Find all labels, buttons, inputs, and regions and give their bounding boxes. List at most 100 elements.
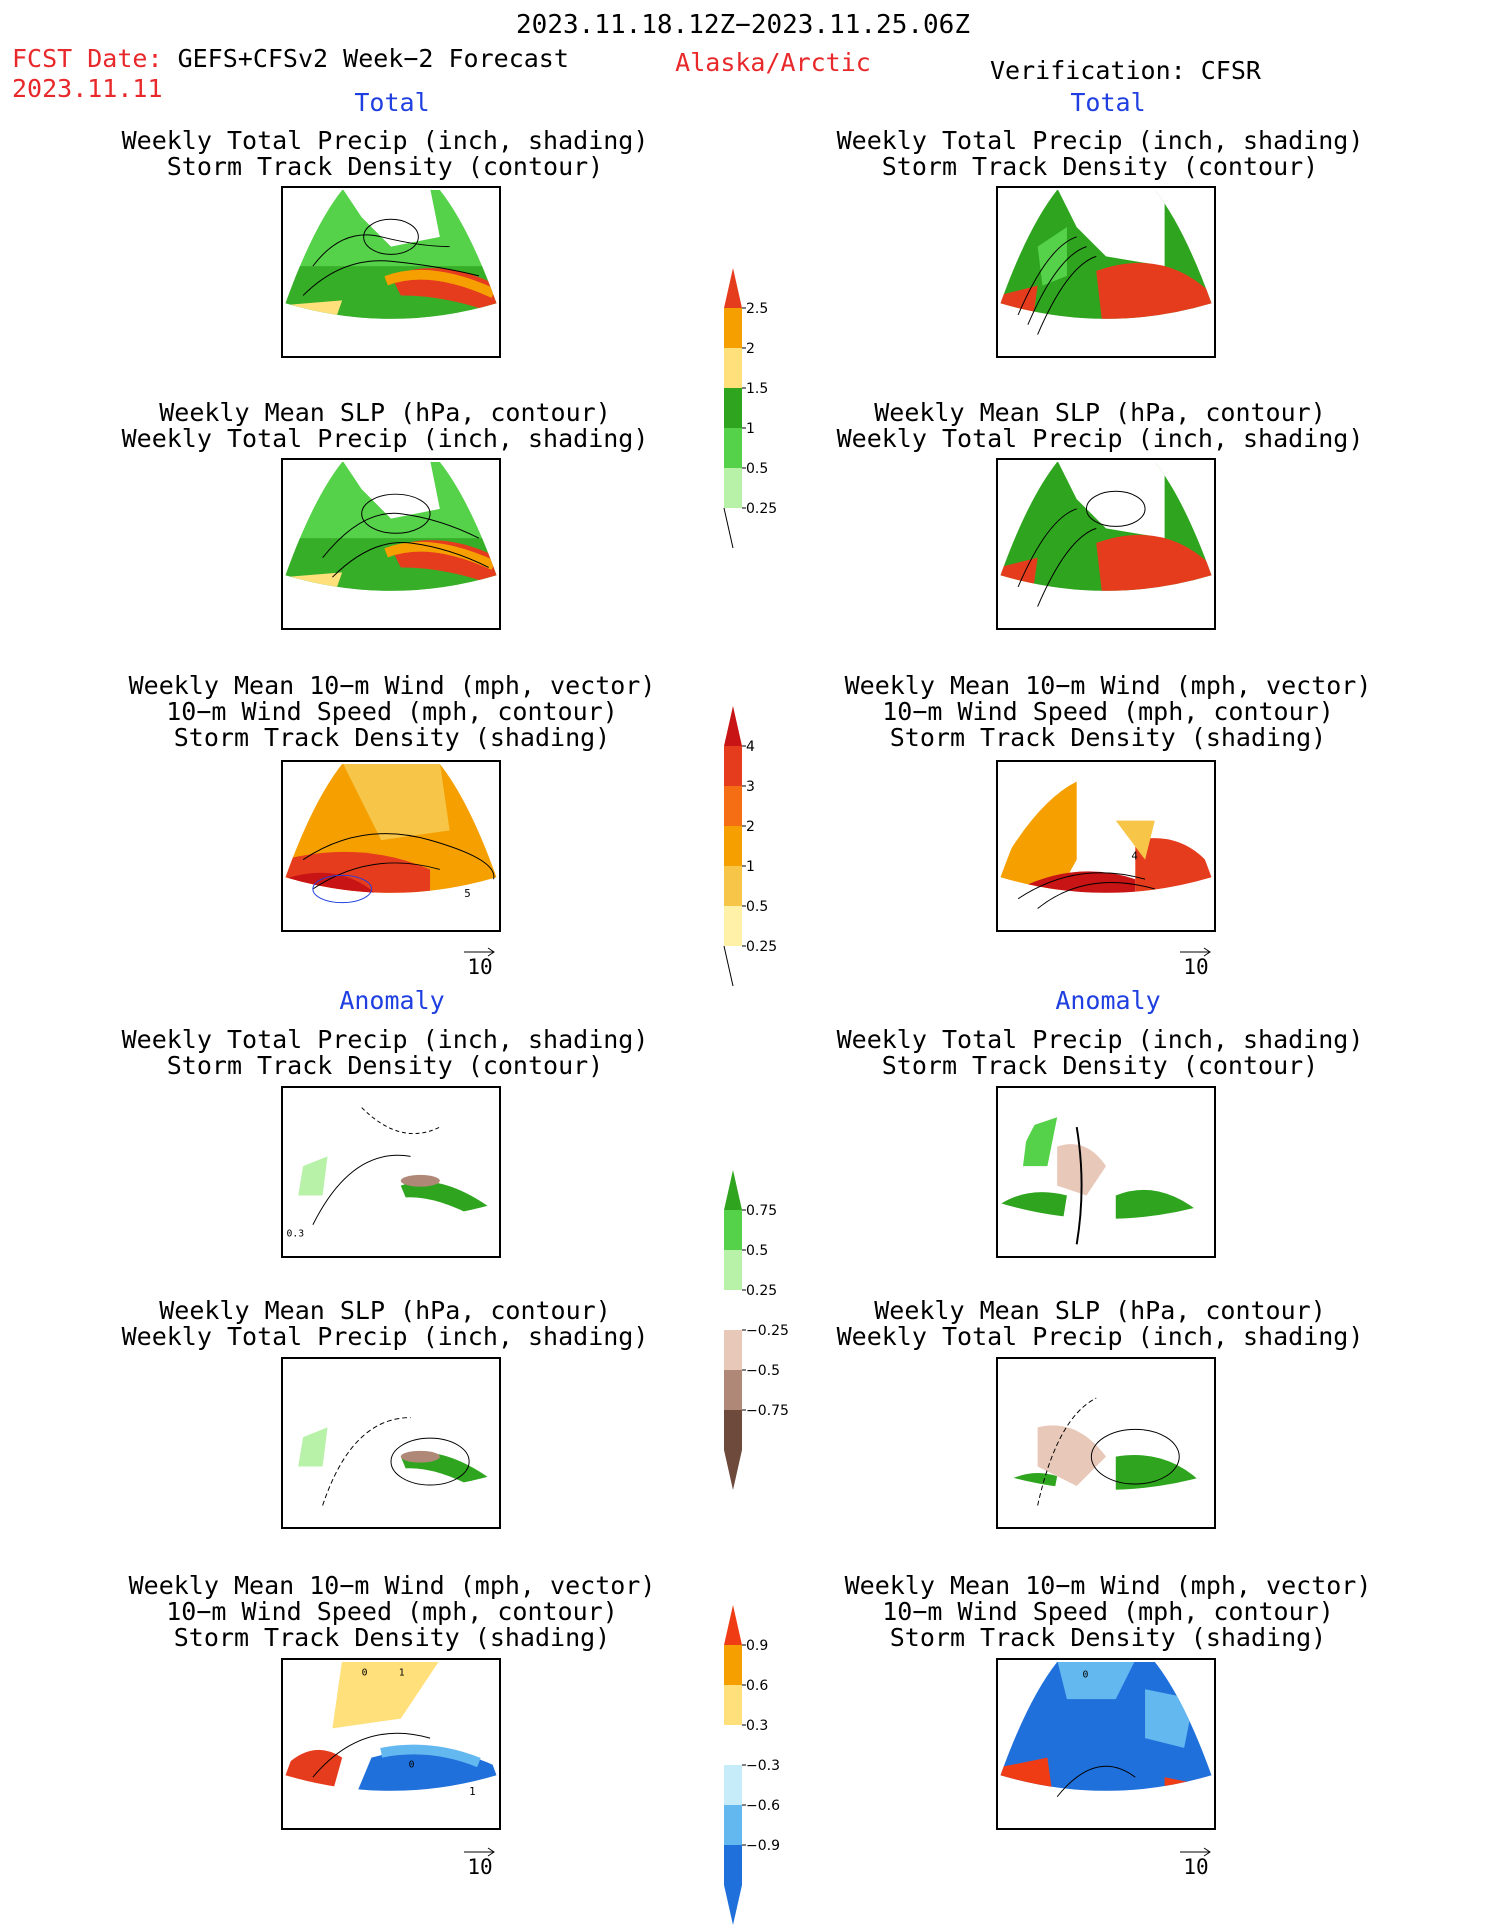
title-anom-wind-right: Weekly Mean 10−m Wind (mph, vector) 10−m…	[844, 1571, 1372, 1652]
colorbar-label: 4	[746, 739, 755, 755]
colorbar-segment	[724, 1845, 742, 1885]
fcst-date-label: FCST Date:	[12, 44, 163, 73]
vector-ref-anom-left: 10	[460, 1843, 500, 1879]
colorbar-segment	[724, 1210, 742, 1250]
colorbar-segment	[724, 1805, 742, 1845]
colorbar-precip-total: 2.5 2 1.5 1 0.5 0.25	[722, 268, 792, 558]
title-total-precip-right: Weekly Total Precip (inch, shading) Stor…	[836, 126, 1364, 181]
map-total-wind-right: 4	[996, 760, 1216, 932]
map-anom-slp-left	[281, 1357, 501, 1529]
colorbar-label: 0.6	[746, 1678, 768, 1694]
colorbar-label: 1.5	[746, 381, 768, 397]
right-total-label: Total	[1070, 88, 1146, 117]
colorbar-segment	[724, 1685, 742, 1725]
colorbar-segment	[724, 786, 742, 826]
title-total-slp-right: Weekly Mean SLP (hPa, contour) Weekly To…	[836, 398, 1364, 453]
colorbar-segment	[724, 1370, 742, 1410]
map-anom-precip-left: 0.3	[281, 1086, 501, 1258]
colorbar-segment	[724, 1330, 742, 1370]
map-anom-wind-left: 0 1 0 1	[281, 1658, 501, 1830]
colorbar-label: 0.5	[746, 1243, 768, 1259]
svg-text:0: 0	[409, 1759, 415, 1770]
colorbar-segment	[724, 1645, 742, 1685]
colorbar-storm-anom: 0.9 0.6 0.3 −0.3 −0.6 −0.9	[722, 1605, 792, 1925]
map-anom-precip-right	[996, 1086, 1216, 1258]
colorbar-label: 0.3	[746, 1718, 768, 1734]
colorbar-bottom-arrow	[723, 945, 734, 987]
colorbar-segment	[724, 826, 742, 866]
left-anomaly-label: Anomaly	[339, 986, 445, 1015]
colorbar-segment	[724, 348, 742, 388]
svg-text:4: 4	[1131, 850, 1137, 863]
colorbar-label: 2	[746, 819, 755, 835]
colorbar-top-arrow	[724, 1605, 742, 1645]
colorbar-bottom-arrow	[724, 1450, 742, 1490]
colorbar-label: −0.75	[746, 1403, 789, 1419]
colorbar-segment	[724, 1765, 742, 1805]
colorbar-label: 2.5	[746, 301, 768, 317]
colorbar-label: 0.25	[746, 1283, 777, 1299]
colorbar-label: −0.3	[746, 1758, 780, 1774]
svg-text:0.3: 0.3	[286, 1228, 304, 1239]
colorbar-label: −0.25	[746, 1323, 789, 1339]
colorbar-top-arrow	[724, 706, 742, 746]
colorbar-label: 1	[746, 859, 755, 875]
fcst-date: 2023.11.11	[12, 74, 163, 103]
colorbar-segment	[724, 1250, 742, 1290]
colorbar-segment	[724, 1410, 742, 1450]
map-total-slp-left	[281, 458, 501, 630]
colorbar-segment	[724, 308, 742, 348]
title-anom-slp-right: Weekly Mean SLP (hPa, contour) Weekly To…	[836, 1296, 1364, 1351]
colorbar-label: −0.5	[746, 1363, 780, 1379]
colorbar-label: 0.5	[746, 899, 768, 915]
colorbar-segment	[724, 1290, 742, 1330]
colorbar-label: 0.5	[746, 461, 768, 477]
svg-text:5: 5	[464, 887, 470, 900]
colorbar-label: 0.75	[746, 1203, 777, 1219]
region-label: Alaska/Arctic	[675, 48, 871, 77]
right-anomaly-label: Anomaly	[1055, 986, 1161, 1015]
title-total-precip-left: Weekly Total Precip (inch, shading) Stor…	[121, 126, 649, 181]
svg-text:0: 0	[362, 1668, 368, 1679]
colorbar-segment	[724, 1725, 742, 1765]
map-total-precip-right	[996, 186, 1216, 358]
map-anom-wind-right: 0	[996, 1658, 1216, 1830]
colorbar-label: 1	[746, 421, 755, 437]
colorbar-segment	[724, 906, 742, 946]
colorbar-top-arrow	[724, 268, 742, 308]
vector-ref-total-right: 10	[1176, 943, 1216, 979]
colorbar-label: 0.25	[746, 501, 777, 517]
colorbar-label: −0.6	[746, 1798, 780, 1814]
title-total-wind-right: Weekly Mean 10−m Wind (mph, vector) 10−m…	[844, 671, 1372, 752]
colorbar-storm-total: 4 3 2 1 0.5 0.25	[722, 706, 792, 996]
colorbar-segment	[724, 388, 742, 428]
colorbar-segment	[724, 468, 742, 508]
colorbar-label: 0.25	[746, 939, 777, 955]
colorbar-top-arrow	[724, 1170, 742, 1210]
svg-text:1: 1	[469, 1785, 475, 1798]
colorbar-bottom-arrow	[724, 1885, 742, 1925]
forecast-period: 2023.11.18.12Z−2023.11.25.06Z	[516, 10, 970, 40]
map-total-wind-left: 5	[281, 760, 501, 932]
title-anom-wind-left: Weekly Mean 10−m Wind (mph, vector) 10−m…	[128, 1571, 656, 1652]
title-anom-precip-right: Weekly Total Precip (inch, shading) Stor…	[836, 1025, 1364, 1080]
colorbar-segment	[724, 866, 742, 906]
colorbar-bottom-arrow	[723, 507, 734, 549]
svg-text:1: 1	[399, 1668, 405, 1679]
map-total-slp-right	[996, 458, 1216, 630]
colorbar-label: 0.9	[746, 1638, 768, 1654]
vector-ref-total-left: 10	[460, 943, 500, 979]
title-total-wind-left: Weekly Mean 10−m Wind (mph, vector) 10−m…	[128, 671, 656, 752]
verification-label: Verification: CFSR	[990, 56, 1261, 85]
colorbar-label: −0.9	[746, 1838, 780, 1854]
colorbar-label: 2	[746, 341, 755, 357]
svg-text:0: 0	[1083, 1670, 1089, 1681]
colorbar-segment	[724, 746, 742, 786]
title-total-slp-left: Weekly Mean SLP (hPa, contour) Weekly To…	[121, 398, 649, 453]
colorbar-precip-anom: 0.75 0.5 0.25 −0.25 −0.5 −0.75	[722, 1170, 792, 1490]
left-total-label: Total	[354, 88, 430, 117]
colorbar-segment	[724, 428, 742, 468]
fcst-model: GEFS+CFSv2 Week−2 Forecast	[177, 44, 569, 73]
vector-ref-anom-right: 10	[1176, 1843, 1216, 1879]
fcst-header: FCST Date: GEFS+CFSv2 Week−2 Forecast	[12, 46, 569, 72]
